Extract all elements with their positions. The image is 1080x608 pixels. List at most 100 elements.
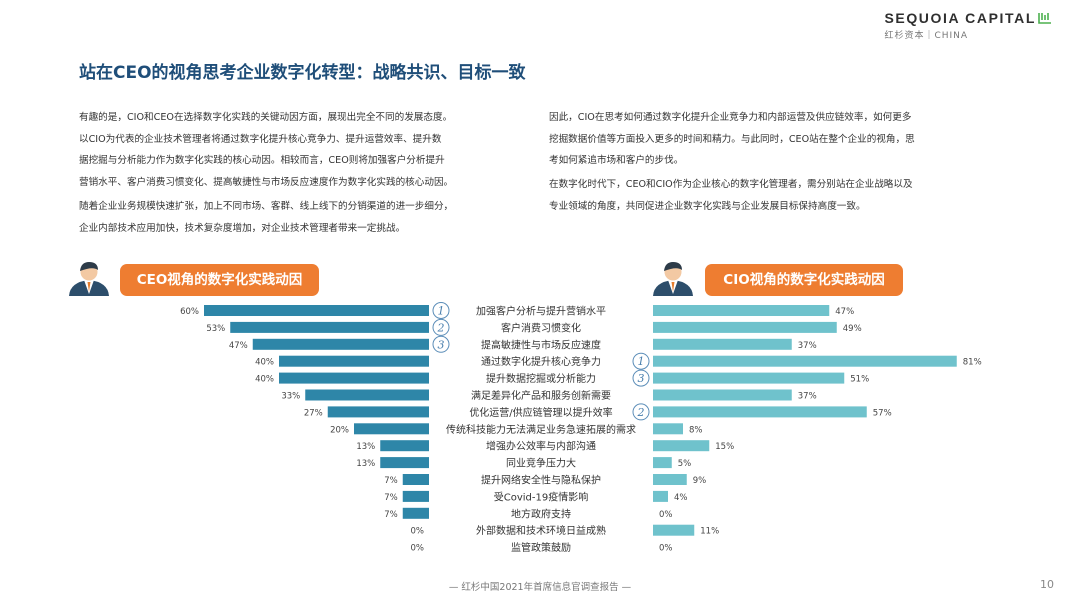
ceo-bar bbox=[252, 338, 429, 350]
cio-value-label: 9% bbox=[693, 476, 707, 486]
logo-name: SEQUOIA CAPITAL bbox=[884, 10, 1036, 26]
paragraph: 在数字化时代下，CEO和CIO作为企业核心的数字化管理者，需分别站在企业战略以及… bbox=[549, 174, 913, 217]
category-label: 增强办公效率与内部沟通 bbox=[486, 440, 596, 453]
category-label: 提高敏捷性与市场反应速度 bbox=[481, 338, 601, 351]
rank-badge: 1 bbox=[632, 352, 650, 370]
sequoia-logo: SEQUOIA CAPITAL 红杉资本｜CHINA bbox=[884, 10, 1052, 41]
svg-text:3: 3 bbox=[438, 338, 445, 351]
category-label: 提升数据挖掘或分析能力 bbox=[486, 372, 596, 385]
chart-row: 7% 地方政府支持 0% bbox=[384, 507, 672, 520]
ceo-bar bbox=[327, 406, 429, 418]
ceo-value-label: 20% bbox=[330, 425, 349, 435]
paragraph-line: 营销水平、客户消费习惯变化、提高敏捷性与市场反应速度作为数字化实践的核心动因。 bbox=[79, 176, 454, 188]
paragraph-line: 在数字化时代下，CEO和CIO作为企业核心的数字化管理者，需分别站在企业战略以及 bbox=[549, 179, 913, 190]
cio-bar bbox=[653, 338, 792, 350]
ceo-value-label: 47% bbox=[229, 341, 248, 351]
paragraph-line: 随着企业业务规模快速扩张，加上不同市场、客群、线上线下的分销渠道的进一步细分， bbox=[79, 201, 454, 212]
rank-badge: 2 bbox=[632, 403, 650, 421]
category-label: 提升网络安全性与隐私保护 bbox=[481, 474, 601, 487]
category-label: 通过数字化提升核心竞争力 bbox=[481, 355, 601, 368]
chart-row: 20% 传统科技能力无法满足业务急速拓展的需求 8% bbox=[330, 423, 702, 436]
ceo-value-label: 0% bbox=[411, 544, 425, 554]
paragraph-line: 挖掘数据价值等方面投入更多的时间和精力。与此同时，CEO站在整个企业的视角，思 bbox=[549, 133, 915, 145]
paragraph: 随着企业业务规模快速扩张，加上不同市场、客群、线上线下的分销渠道的进一步细分， 企… bbox=[79, 196, 453, 239]
ceo-bar bbox=[402, 474, 429, 485]
chart-row: 40% 提升数据挖掘或分析能力 51% 3 bbox=[255, 369, 869, 387]
chart-row: 7% 提升网络安全性与隐私保护 9% bbox=[384, 474, 706, 487]
cio-value-label: 81% bbox=[963, 358, 982, 368]
cio-value-label: 5% bbox=[678, 459, 692, 469]
chart-row: 27% 优化运营/供应链管理以提升效率 57% 2 bbox=[304, 403, 892, 421]
svg-text:2: 2 bbox=[437, 321, 445, 334]
cio-bar bbox=[653, 423, 683, 435]
chart-row: 0% 外部数据和技术环境日益成熟 11% bbox=[411, 524, 720, 537]
ceo-bar bbox=[279, 372, 429, 384]
ceo-bar bbox=[279, 355, 429, 367]
cio-value-label: 11% bbox=[700, 527, 719, 537]
category-label: 满足差异化产品和服务创新需要 bbox=[471, 389, 611, 402]
svg-text:3: 3 bbox=[638, 372, 645, 385]
paragraph-line: 企业内部技术应用加快，技术复杂度增加，对企业技术管理者带来一定挑战。 bbox=[79, 222, 406, 234]
ceo-value-label: 7% bbox=[384, 476, 398, 486]
chart-row: 13% 增强办公效率与内部沟通 15% bbox=[356, 440, 734, 453]
ceo-bar bbox=[402, 507, 429, 519]
person-avatar-icon bbox=[653, 262, 693, 296]
ceo-value-label: 33% bbox=[281, 392, 300, 402]
ceo-value-label: 13% bbox=[356, 459, 375, 469]
svg-text:1: 1 bbox=[438, 305, 445, 318]
ceo-value-label: 60% bbox=[180, 307, 199, 317]
svg-text:2: 2 bbox=[637, 406, 645, 419]
chart-row: 7% 受Covid-19疫情影响 4% bbox=[384, 490, 687, 503]
category-label: 监管政策鼓励 bbox=[511, 541, 571, 554]
cio-bar bbox=[653, 355, 957, 367]
cio-bar bbox=[653, 524, 695, 536]
cio-chart-title: CIO视角的数字化实践动因 bbox=[705, 264, 903, 296]
logo-subtitle: 红杉资本｜CHINA bbox=[884, 31, 969, 41]
svg-text:1: 1 bbox=[638, 355, 645, 368]
ceo-bar bbox=[380, 457, 429, 469]
cio-value-label: 4% bbox=[674, 493, 688, 503]
ceo-value-label: 7% bbox=[384, 493, 398, 503]
ceo-value-label: 7% bbox=[384, 510, 398, 520]
rank-badge: 1 bbox=[432, 302, 450, 319]
chart-row: 13% 同业竞争压力大 5% bbox=[356, 457, 691, 470]
ceo-value-label: 13% bbox=[356, 442, 375, 452]
category-label: 优化运营/供应链管理以提升效率 bbox=[469, 406, 612, 419]
ceo-value-label: 0% bbox=[411, 527, 425, 537]
ceo-bar bbox=[230, 321, 429, 333]
chart-row: 40% 通过数字化提升核心竞争力 81% 1 bbox=[255, 352, 982, 370]
ceo-value-label: 53% bbox=[206, 324, 225, 334]
paragraph-line: 专业领域的角度，共同促进企业数字化实践与企业发展目标保持高度一致。 bbox=[549, 200, 866, 212]
cio-value-label: 15% bbox=[715, 442, 734, 452]
cio-bar bbox=[653, 474, 687, 485]
ceo-bar bbox=[305, 389, 429, 401]
paragraph-line: 有趣的是，CIO和CEO在选择数字化实践的关键动因方面，展现出完全不同的发展态度… bbox=[79, 112, 453, 123]
category-label: 同业竞争压力大 bbox=[506, 457, 576, 470]
cio-value-label: 47% bbox=[835, 307, 854, 317]
category-label: 加强客户分析与提升营销水平 bbox=[476, 305, 606, 318]
paragraph-line: 据挖掘与分析能力作为数字化实践的核心动因。相较而言，CEO则将加强客户分析提升 bbox=[79, 155, 445, 166]
ceo-bar bbox=[204, 305, 429, 316]
chart-row: 53% 客户消费习惯变化 49% 2 bbox=[206, 318, 862, 336]
ceo-value-label: 40% bbox=[255, 375, 274, 385]
category-label: 地方政府支持 bbox=[511, 507, 571, 520]
cio-value-label: 37% bbox=[798, 392, 817, 402]
cio-bar bbox=[653, 490, 668, 502]
chart-row: 33% 满足差异化产品和服务创新需要 37% bbox=[281, 389, 816, 402]
cio-bar bbox=[653, 305, 830, 316]
cio-value-label: 49% bbox=[843, 324, 862, 334]
chart-row: 47% 提高敏捷性与市场反应速度 37% 3 bbox=[229, 335, 817, 353]
category-label: 受Covid-19疫情影响 bbox=[494, 490, 588, 503]
cio-bar bbox=[653, 372, 845, 384]
rank-badge: 3 bbox=[432, 335, 450, 353]
rank-badge: 2 bbox=[432, 318, 450, 336]
cio-value-label: 0% bbox=[659, 544, 673, 554]
cio-value-label: 0% bbox=[659, 510, 673, 520]
paragraph-line: 以CIO为代表的企业技术管理者将通过数字化提升核心竞争力、提升运营效率、提升数 bbox=[79, 133, 442, 145]
category-label: 外部数据和技术环境日益成熟 bbox=[476, 524, 606, 537]
ceo-value-label: 40% bbox=[255, 358, 274, 368]
cio-bar bbox=[653, 457, 672, 469]
category-label: 客户消费习惯变化 bbox=[501, 321, 581, 334]
cio-value-label: 57% bbox=[873, 408, 892, 418]
